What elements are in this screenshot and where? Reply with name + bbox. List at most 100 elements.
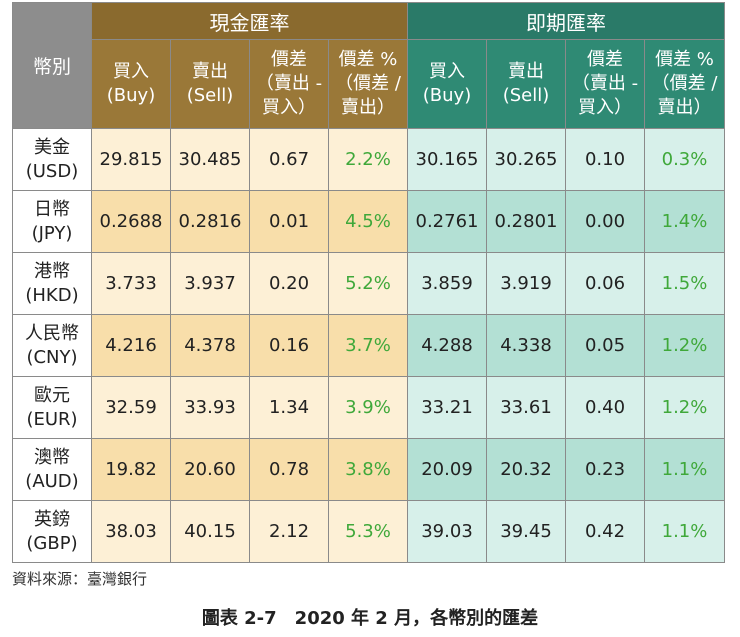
currency-cell: 歐元 (EUR) [12,376,92,439]
spot-buy-cell: 0.2761 [407,190,487,253]
cash-buy-cell: 29.815 [91,128,171,191]
cash-buy-cell: 3.733 [91,252,171,315]
cash-spread-cell: 1.34 [249,376,329,439]
table-row: 澳幣 (AUD) 19.82 20.60 0.78 3.8% 20.09 20.32 0.23 1… [12,438,725,501]
currency-code: (EUR) [26,408,78,430]
cash-spread-cell: 0.01 [249,190,329,253]
spot-sell-cell: 0.2801 [486,190,566,253]
header-column-row: 買入 (Buy) 賣出 (Sell) 價差 （賣出 - 買入） 價差 % （價差 / 賣出）… [13,39,725,129]
cash-spread-pct-cell: 5.3% [328,500,408,563]
cash-spread-cell: 0.78 [249,438,329,501]
currency-name: 澳幣 [34,446,70,468]
table-row: 人民幣 (CNY) 4.216 4.378 0.16 3.7% 4.288 4.338 0.05… [12,314,725,377]
currency-code: (USD) [25,160,79,182]
currency-cell: 美金 (USD) [12,128,92,191]
spot-sell-header: 賣出 (Sell) [486,39,566,129]
currency-cell: 日幣 (JPY) [12,190,92,253]
table-row: 美金 (USD) 29.815 30.485 0.67 2.2% 30.165 30.265 0… [12,128,725,191]
currency-code: (HKD) [25,284,79,306]
currency-name: 美金 [34,136,70,158]
spot-spread-cell: 0.10 [565,128,645,191]
header-group-row: 幣別 現金匯率 即期匯率 [12,2,725,129]
cash-sell-cell: 3.937 [170,252,250,315]
currency-name: 英鎊 [34,508,70,530]
currency-name: 歐元 [34,384,70,406]
table-row: 日幣 (JPY) 0.2688 0.2816 0.01 4.5% 0.2761 0.2801 0… [12,190,725,253]
spot-buy-cell: 3.859 [407,252,487,315]
figure-caption: 圖表 2-7 2020 年 2 月，各幣別的匯差 [201,608,539,629]
spot-buy-header: 買入 (Buy) [407,39,487,129]
cash-spread-cell: 0.20 [249,252,329,315]
spot-buy-cell: 20.09 [407,438,487,501]
spot-buy-cell: 30.165 [407,128,487,191]
spot-sell-cell: 39.45 [486,500,566,563]
table-row: 歐元 (EUR) 32.59 33.93 1.34 3.9% 33.21 33.61 0.40 1… [12,376,725,439]
cash-buy-cell: 4.216 [91,314,171,377]
currency-name: 人民幣 [25,322,79,344]
cash-spread-cell: 0.16 [249,314,329,377]
spot-buy-cell: 33.21 [407,376,487,439]
spot-spread-cell: 0.23 [565,438,645,501]
spot-spread-pct-cell: 1.1% [644,500,725,563]
currency-name: 日幣 [34,198,70,220]
spot-sell-cell: 33.61 [486,376,566,439]
spot-spread-cell: 0.40 [565,376,645,439]
spot-sell-cell: 20.32 [486,438,566,501]
cash-spread-pct-cell: 3.8% [328,438,408,501]
spot-spread-cell: 0.05 [565,314,645,377]
table-body: 美金 (USD) 29.815 30.485 0.67 2.2% 30.165 30.265 0… [12,128,725,563]
exchange-rate-table: 幣別 現金匯率 即期匯率 買入 (Buy) 賣出 (Sell) 價差 （賣出 - 買入）… [12,2,725,563]
currency-cell: 澳幣 (AUD) [12,438,92,501]
cash-buy-cell: 32.59 [91,376,171,439]
spot-spread-cell: 0.00 [565,190,645,253]
currency-cell: 人民幣 (CNY) [12,314,92,377]
spot-sell-cell: 3.919 [486,252,566,315]
cash-sell-header: 賣出 (Sell) [170,39,250,129]
spot-sell-cell: 30.265 [486,128,566,191]
currency-code: (CNY) [26,346,78,368]
table-row: 港幣 (HKD) 3.733 3.937 0.20 5.2% 3.859 3.919 0.06 1… [12,252,725,315]
spot-spread-pct-header: 價差 % （價差 / 賣出） [644,39,725,129]
cash-sell-cell: 20.60 [170,438,250,501]
spot-spread-pct-cell: 1.1% [644,438,725,501]
spot-spread-pct-cell: 1.2% [644,376,725,439]
cash-spread-cell: 0.67 [249,128,329,191]
cash-buy-cell: 38.03 [91,500,171,563]
currency-code: (JPY) [31,222,73,244]
cash-sell-cell: 0.2816 [170,190,250,253]
cash-spread-header: 價差 （賣出 - 買入） [249,39,329,129]
cash-spread-pct-cell: 5.2% [328,252,408,315]
spot-spread-pct-cell: 1.4% [644,190,725,253]
cash-buy-header: 買入 (Buy) [91,39,171,129]
spot-buy-cell: 39.03 [407,500,487,563]
spot-spread-header: 價差 （賣出 - 買入） [565,39,645,129]
spot-buy-cell: 4.288 [407,314,487,377]
table-header: 幣別 現金匯率 即期匯率 買入 (Buy) 賣出 (Sell) 價差 （賣出 - 買入）… [12,2,725,129]
cash-buy-cell: 0.2688 [91,190,171,253]
table-row: 英鎊 (GBP) 38.03 40.15 2.12 5.3% 39.03 39.45 0.42 1… [12,500,725,563]
currency-cell: 港幣 (HKD) [12,252,92,315]
spot-spread-cell: 0.06 [565,252,645,315]
spot-spread-pct-cell: 1.5% [644,252,725,315]
spot-sell-cell: 4.338 [486,314,566,377]
currency-header: 幣別 [12,2,92,129]
cash-sell-cell: 33.93 [170,376,250,439]
cash-sell-cell: 4.378 [170,314,250,377]
cash-buy-cell: 19.82 [91,438,171,501]
spot-spread-pct-cell: 1.2% [644,314,725,377]
spot-rate-header: 即期匯率 [407,2,725,40]
cash-spread-cell: 2.12 [249,500,329,563]
cash-spread-pct-cell: 4.5% [328,190,408,253]
currency-code: (AUD) [25,470,79,492]
cash-spread-pct-header: 價差 % （價差 / 賣出） [328,39,408,129]
currency-code: (GBP) [26,532,78,554]
cash-spread-pct-cell: 2.2% [328,128,408,191]
currency-name: 港幣 [34,260,70,282]
cash-sell-cell: 40.15 [170,500,250,563]
cash-spread-pct-cell: 3.7% [328,314,408,377]
cash-rate-header: 現金匯率 [91,2,408,40]
cash-spread-pct-cell: 3.9% [328,376,408,439]
source-note: 資料來源：臺灣銀行 [12,570,148,588]
spot-spread-pct-cell: 0.3% [644,128,725,191]
cash-sell-cell: 30.485 [170,128,250,191]
